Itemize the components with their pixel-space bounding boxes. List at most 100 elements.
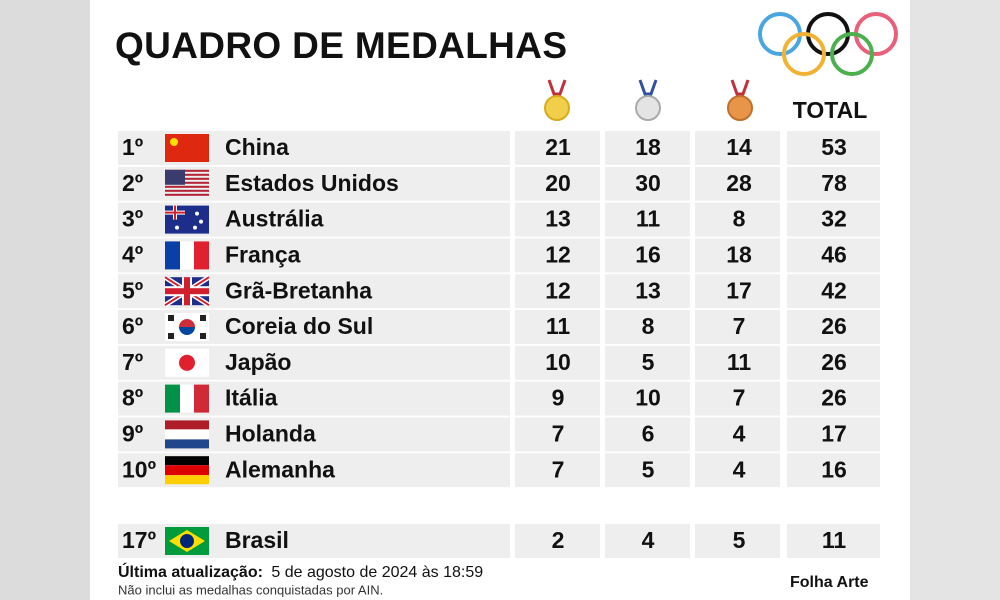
flag-part: [200, 315, 206, 321]
cell-bg: [515, 202, 600, 237]
flag-part: [165, 185, 209, 188]
country: Itália: [225, 385, 278, 411]
flag-part: [168, 333, 174, 339]
cell-bg: [695, 381, 780, 416]
silver-count: 4: [642, 527, 655, 553]
flag-part: [165, 189, 209, 192]
country: Austrália: [225, 206, 324, 232]
total-count: 26: [821, 349, 847, 375]
flag-part: [165, 420, 209, 430]
gold-count: 11: [546, 313, 571, 339]
silver-count: 16: [635, 241, 661, 267]
silver-count: 8: [642, 313, 655, 339]
cell-bg: [787, 345, 880, 380]
cell-bg: [515, 381, 600, 416]
cell-bg: [787, 202, 880, 237]
cell-bg: [695, 274, 780, 309]
bronze-count: 4: [733, 420, 746, 446]
cell-bg: [605, 381, 690, 416]
table-row: 4º França 12 16 18 46: [118, 238, 880, 273]
country: China: [225, 134, 289, 160]
total-count: 17: [821, 420, 847, 446]
cell-bg: [605, 417, 690, 452]
bronze-count: 17: [726, 277, 752, 303]
cell-bg: [515, 453, 600, 488]
table-row: 9º Holanda 7 6 4 17: [118, 417, 880, 452]
gold-count: 9: [552, 385, 565, 411]
silver-count: 6: [642, 420, 655, 446]
flag-part: [194, 241, 209, 270]
cell-bg: [695, 131, 780, 165]
cell-bg: [787, 417, 880, 452]
bronze-count: 7: [733, 313, 746, 339]
flag: [165, 313, 209, 341]
update-line: Última atualização: 5 de agosto de 2024 …: [118, 562, 483, 581]
cell-bg: [695, 345, 780, 380]
table-row: 2º Estados Unidos 20 30 28 78: [118, 166, 880, 201]
flag-part: [180, 241, 194, 270]
total-header: TOTAL: [793, 97, 868, 123]
silver-count: 30: [635, 170, 661, 196]
flag-part: [179, 319, 195, 327]
cell-bg: [515, 274, 600, 309]
total-count: 46: [821, 241, 847, 267]
total-count: 11: [822, 527, 847, 553]
cell-bg: [515, 345, 600, 380]
flag: [165, 384, 209, 413]
country: Grã-Bretanha: [225, 277, 372, 303]
flag-part: [175, 225, 179, 230]
silver-count: 10: [635, 385, 661, 411]
bronze-count: 8: [733, 206, 746, 232]
total-count: 26: [821, 313, 847, 339]
flag-part: [179, 327, 195, 335]
gold-count: 12: [545, 277, 571, 303]
credit: Folha Arte: [790, 574, 869, 591]
total-count: 42: [821, 277, 847, 303]
country: Estados Unidos: [225, 170, 399, 196]
flag: [165, 348, 209, 377]
bronze-count: 7: [733, 385, 746, 411]
total-count: 32: [821, 206, 847, 232]
olympic-rings: [758, 12, 898, 76]
flag-part: [180, 384, 194, 413]
total-count: 26: [821, 385, 847, 411]
cell-bg: [605, 131, 690, 165]
total-count: 16: [821, 456, 847, 482]
flag-part: [165, 169, 209, 172]
flag-part: [165, 384, 180, 413]
gold-medal-icon: [544, 79, 570, 121]
gold-count: 20: [545, 170, 571, 196]
note: Não inclui as medalhas conquistadas por …: [118, 582, 383, 597]
bronze-count: 4: [733, 456, 746, 482]
title: QUADRO DE MEDALHAS: [115, 25, 567, 66]
table-row: 6º Coreia do Sul 11 8 7 26: [118, 310, 880, 344]
update-value: 5 de agosto de 2024 às 18:59: [271, 564, 483, 581]
gold-count: 7: [552, 420, 565, 446]
flag: [163, 275, 211, 308]
rank: 2º: [122, 170, 143, 196]
cell-bg: [695, 202, 780, 237]
flag-part: [165, 475, 209, 485]
bronze-count: 14: [726, 134, 752, 160]
flag: [165, 456, 209, 485]
cell-bg: [787, 131, 880, 165]
bronze-count: 11: [727, 349, 752, 375]
flag-part: [165, 169, 185, 185]
cell-bg: [605, 238, 690, 273]
silver-count: 5: [642, 349, 655, 375]
rank: 10º: [122, 456, 156, 482]
cell-bg: [787, 166, 880, 201]
cell-bg: [515, 238, 600, 273]
rank: 6º: [122, 313, 143, 339]
cell-bg: [695, 453, 780, 488]
cell-bg: [515, 310, 600, 344]
cell-bg: [605, 274, 690, 309]
cell-bg: [605, 202, 690, 237]
gold-count: 2: [552, 527, 565, 553]
table-row: 10º Alemanha 7 5 4 16: [118, 453, 880, 488]
flag-part: [199, 219, 203, 224]
cell-bg: [695, 238, 780, 273]
cell-bg: [787, 453, 880, 488]
flag: [165, 169, 209, 196]
cell-bg: [787, 310, 880, 344]
